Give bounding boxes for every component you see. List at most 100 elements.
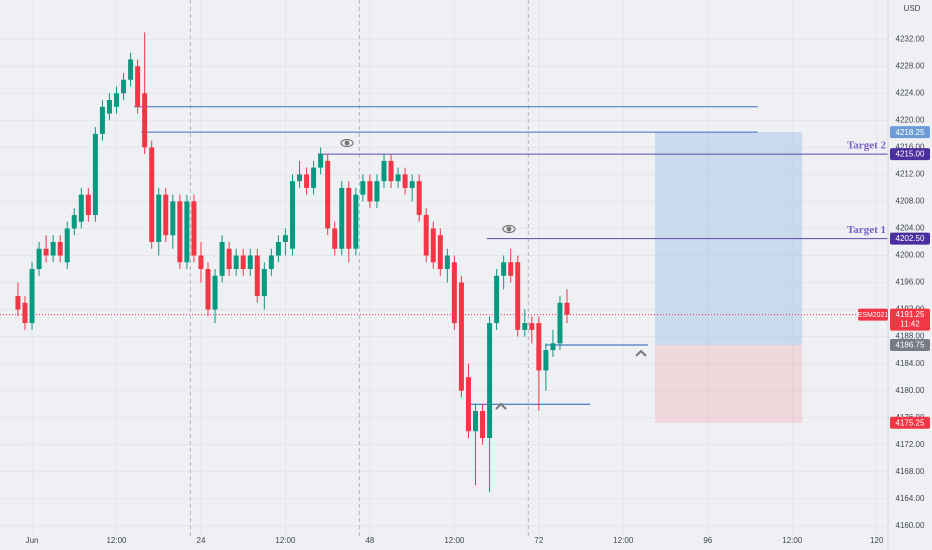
candle-body <box>473 410 479 432</box>
candle-body <box>325 160 331 229</box>
y-tick-label: 4164.00 <box>896 494 925 503</box>
candle-body <box>142 93 148 148</box>
candle-body <box>289 181 295 249</box>
candle-body <box>543 350 549 371</box>
candle-body <box>254 255 260 297</box>
candle-body <box>43 248 49 256</box>
price-tag <box>890 148 930 161</box>
candle-body <box>57 241 63 256</box>
candle-body <box>71 214 77 229</box>
price-tag <box>890 339 930 352</box>
candle-body <box>536 323 542 371</box>
candle-body <box>198 255 204 270</box>
y-tick-label: 4180.00 <box>896 386 925 395</box>
candle-body <box>135 66 141 107</box>
candle-body <box>282 235 288 242</box>
candle-body <box>444 255 450 270</box>
candle-body <box>374 181 380 202</box>
candle-body <box>205 269 211 310</box>
candle-body <box>92 133 98 215</box>
candle-body <box>106 100 112 114</box>
chevrons <box>495 349 647 410</box>
x-tick-label: 12:00 <box>782 536 803 545</box>
x-tick-label: 12:00 <box>613 536 634 545</box>
candle-body <box>564 302 570 315</box>
candle-body <box>233 255 239 270</box>
candle-body <box>494 275 500 324</box>
candle-body <box>149 147 155 242</box>
candle-body <box>458 282 464 391</box>
x-tick-label: Jun <box>26 536 39 545</box>
candle-body <box>212 275 218 310</box>
candle-body <box>85 194 91 215</box>
plot: Target 2 Target 1 <box>0 0 888 536</box>
price-tag-label: 4215.00 <box>896 150 925 159</box>
price-tag-label: 4202.50 <box>896 234 925 243</box>
eye-icons <box>340 138 516 234</box>
candle-body <box>402 174 408 188</box>
last-price-label: 4191.25 <box>896 310 925 319</box>
candle-body <box>128 59 134 80</box>
candle-body <box>297 174 303 182</box>
y-tick-label: 4172.00 <box>896 440 925 449</box>
currency: USD <box>904 4 921 13</box>
candle-body <box>367 181 373 202</box>
candle-body <box>50 241 56 256</box>
x-tick-label: 120 <box>870 536 884 545</box>
candle-body <box>388 160 394 182</box>
y-tick-label: 4168.00 <box>896 467 925 476</box>
y-tick-label: 4216.00 <box>896 142 925 151</box>
candle-body <box>451 262 457 324</box>
candle-body <box>318 154 324 168</box>
x-tick-label: 12:00 <box>275 536 296 545</box>
candle-body <box>381 160 387 182</box>
candle-body <box>22 302 28 324</box>
candle-body <box>339 187 345 249</box>
candle-body <box>480 410 486 438</box>
candle-body <box>465 377 471 432</box>
candle-body <box>522 323 528 330</box>
candle-body <box>170 201 176 236</box>
candle-body <box>409 181 415 188</box>
y-tick-label: 4204.00 <box>896 224 925 233</box>
y-tick-label: 4220.00 <box>896 115 925 124</box>
target-label: Target 2 <box>847 140 887 152</box>
y-tick-label: 4224.00 <box>896 88 925 97</box>
target-label: Target 1 <box>847 224 886 236</box>
candle-body <box>508 262 514 276</box>
y-tick-label: 4196.00 <box>896 278 925 287</box>
candle-body <box>226 248 232 270</box>
x-tick-label: 72 <box>534 536 543 545</box>
candle-body <box>156 194 162 242</box>
candle-body <box>240 255 246 270</box>
candle-body <box>395 174 401 182</box>
candle-body <box>423 214 429 256</box>
price-tag-label: 4186.75 <box>896 341 925 350</box>
price-tag-label: 4175.25 <box>896 418 925 427</box>
price-tag <box>890 126 930 139</box>
candle-body <box>416 181 422 215</box>
candle-body <box>515 262 521 330</box>
last-price-tag <box>890 308 930 331</box>
y-tick-label: 4200.00 <box>896 251 925 260</box>
candle-body <box>501 262 507 276</box>
candle-body <box>529 323 535 330</box>
candle-body <box>487 323 493 438</box>
candle-body <box>36 248 42 270</box>
candle-body <box>15 296 21 310</box>
candle-body <box>184 201 190 263</box>
candle-body <box>99 106 105 134</box>
candle-body <box>113 93 119 107</box>
price-tag <box>890 232 930 245</box>
price-tag <box>890 416 930 429</box>
y-tick-label: 4160.00 <box>896 521 925 530</box>
candle-body <box>78 194 84 222</box>
y-tick-label: 4208.00 <box>896 197 925 206</box>
candle-body <box>177 201 183 263</box>
candle-body <box>360 181 366 195</box>
y-tick-label: 4184.00 <box>896 359 925 368</box>
candle-body <box>64 228 70 263</box>
candle-body <box>304 174 310 188</box>
candle-body <box>550 343 556 351</box>
